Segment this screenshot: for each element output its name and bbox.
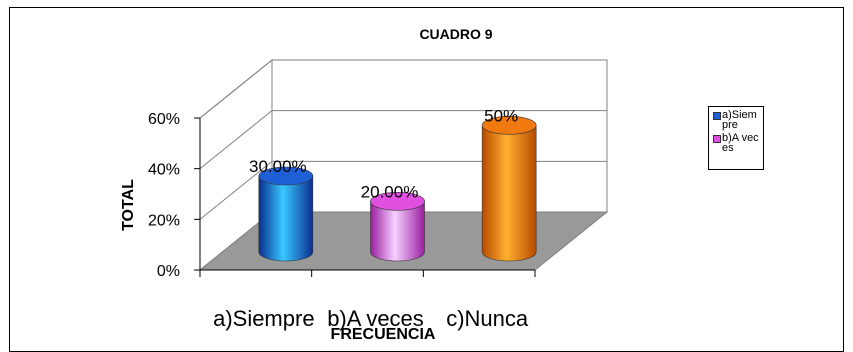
legend-label-a-veces: b)A veces [722, 132, 759, 154]
bar-top [481, 116, 537, 135]
side-gridline [199, 110, 273, 170]
legend-item-a-veces: b)A veces [713, 132, 761, 154]
legend-swatch-siempre [713, 112, 721, 120]
bars [258, 116, 537, 262]
bar-0 [258, 166, 314, 262]
y-axis-title: TOTAL [120, 179, 137, 231]
x-category-labels: a)Siempre b)A veces c)Nunca [213, 306, 529, 331]
side-gridline [199, 160, 273, 220]
bar-top [258, 166, 314, 186]
bar-body [370, 201, 425, 262]
side-gridline [199, 59, 273, 119]
bar-1 [370, 192, 425, 262]
legend-label-siempre: a)Siempre [722, 109, 757, 131]
legend-swatch-a-veces [713, 135, 721, 143]
x-category-label: a)Siempre [213, 306, 314, 331]
y-tick-label: 0% [157, 263, 180, 280]
data-label: 20.00% [361, 182, 419, 201]
x-category-label: c)Nunca [446, 306, 529, 331]
x-category-label: b)A veces [327, 306, 424, 331]
y-axis-ticks: 0% 20% 40% 60% [148, 111, 200, 280]
x-axis-title: FRECUENCIA [331, 326, 436, 343]
data-label: 30.00% [249, 157, 307, 176]
gridlines [199, 59, 607, 220]
y-tick-label: 20% [148, 212, 180, 229]
bar-2 [481, 116, 537, 262]
chart-title: CUADRO 9 [419, 26, 492, 42]
y-tick-label: 40% [148, 162, 180, 179]
bar-top [370, 192, 425, 211]
x-axis-ticks [199, 270, 536, 277]
legend-item-siempre: a)Siempre [713, 109, 761, 131]
y-tick-label: 60% [148, 111, 180, 128]
chart-back-wall [271, 59, 608, 213]
data-labels: 30.00% 20.00% 50% [249, 106, 518, 201]
bar-body [258, 175, 314, 262]
bar-body [481, 125, 537, 262]
data-label: 50% [484, 106, 518, 125]
bar-chart-3d: 0% 20% 40% 60% 30.00% 20.00% 50% CUADRO 9 TOT… [120, 26, 609, 343]
legend: a)Siempre b)A veces [708, 106, 764, 170]
